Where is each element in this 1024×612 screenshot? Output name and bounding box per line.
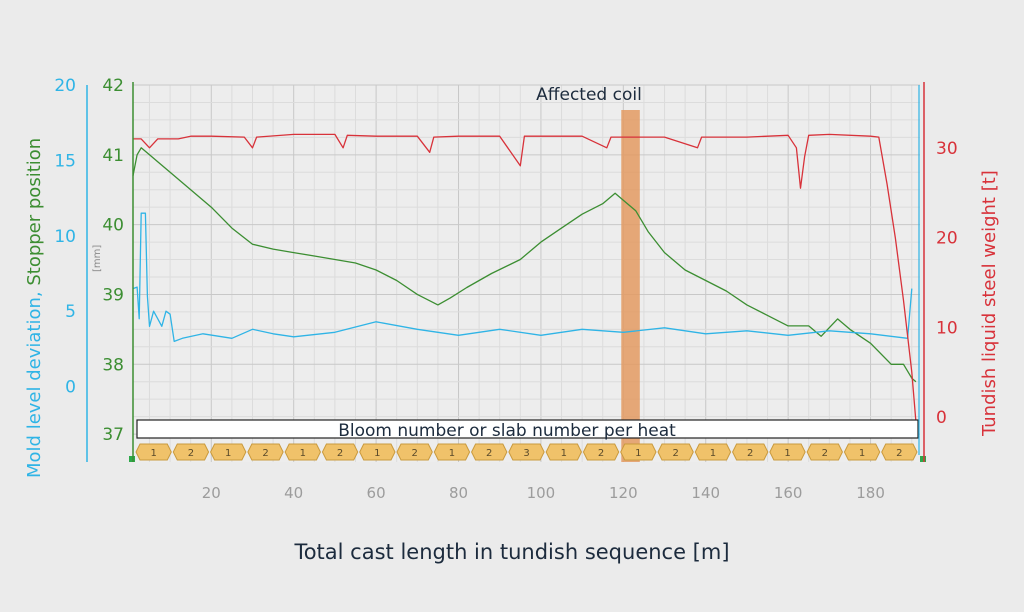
heat-segment-label: 1 [150,448,156,459]
left-outer-tick-label: 5 [65,302,76,322]
series-line-0 [132,147,917,383]
heat-segment [694,443,732,461]
heat-segment-label: 2 [598,448,604,459]
left-axis-title: Mold level deviation, Stopper position [24,138,45,478]
left-inner-tick-label: 39 [102,285,124,305]
mold-level-axis-title: Mold level deviation, [24,291,45,478]
heat-segment [657,443,694,461]
heat-segment [881,443,918,461]
heat-segment-label: 2 [672,448,678,459]
heat-segment-label: 1 [859,448,865,459]
heat-segment [843,443,881,461]
heat-segment [732,443,769,461]
x-axis-title: Total cast length in tundish sequence [m… [293,540,729,564]
heat-segment-label: 1 [635,448,641,459]
series-layer [132,133,917,422]
heat-segment-label: 2 [411,448,417,459]
plot-background [133,85,920,462]
left-outer-tick-label: 15 [54,151,76,171]
heat-segment-label: 2 [188,448,194,459]
heat-segment [620,443,657,461]
x-tick-label: 80 [449,484,468,502]
x-tick-label: 160 [774,484,803,502]
heat-segment-label: 1 [561,448,567,459]
right-axis-title: Tundish liquid steel weight [t] [979,170,1000,437]
x-tick-label: 180 [856,484,885,502]
heat-segment-label: 2 [822,448,828,459]
left-outer-tick-label: 0 [65,378,76,398]
x-tick-label: 120 [609,484,638,502]
heat-segment [210,443,247,461]
unit-label: [mm] [92,245,103,272]
heat-segment-label: 1 [449,448,455,459]
heat-segment [396,443,433,461]
heat-band: Bloom number or slab number per heat 1 2 1 2… [129,419,926,462]
left-outer-tick-label: 10 [54,227,76,247]
axes-layer: 20 40 60 80 100 120 140 160 18005101520373839404… [54,76,957,502]
series-line-2 [133,133,917,422]
heat-segment-label: 1 [374,448,380,459]
stopper-axis-title: Stopper position [24,138,45,292]
left-inner-tick-label: 38 [102,355,124,375]
heat-segment [433,443,471,461]
heat-segment [545,443,582,461]
heat-segment-label: 2 [337,448,343,459]
band-start-marker [129,456,135,462]
band-label: Bloom number or slab number per heat [338,421,676,441]
left-inner-tick-label: 41 [102,146,124,166]
heat-segment [582,443,620,461]
x-tick-label: 60 [367,484,386,502]
right-tick-label: 20 [936,229,958,249]
left-inner-tick-label: 42 [102,76,124,96]
heat-segment [247,443,284,461]
heat-segment-label: 2 [486,448,492,459]
labels-layer: Mold level deviation, Stopper position [m… [24,85,1000,564]
heat-segment [172,443,210,461]
heat-segment-label: 1 [225,448,231,459]
left-inner-tick-label: 37 [102,425,124,445]
heat-segment [471,443,508,461]
right-tick-label: 10 [936,318,958,338]
right-tick-label: 0 [936,408,947,428]
left-outer-tick-label: 20 [54,76,76,96]
heat-segment [806,443,843,461]
band-box [136,419,919,439]
right-tick-label: 30 [936,139,958,159]
x-tick-label: 20 [202,484,221,502]
heat-segment-label: 1 [710,448,716,459]
x-tick-label: 140 [691,484,720,502]
heat-segment-label: 2 [896,448,902,459]
heat-segment [508,443,545,461]
heat-segment [284,443,321,461]
heat-segment [135,443,172,461]
heat-segment-label: 1 [300,448,306,459]
affected-coil-bar [621,110,640,462]
heat-segment [321,443,359,461]
grid [133,84,920,462]
heat-segment-label: 2 [262,448,268,459]
heat-segment-label: 3 [523,448,529,459]
heat-segment [359,443,396,461]
x-tick-label: 100 [527,484,556,502]
affected-coil-highlight [621,110,640,462]
series-line-1 [132,212,913,343]
band-end-marker [920,456,926,462]
heat-segment [769,443,806,461]
heat-segment-label: 1 [784,448,790,459]
left-inner-tick-label: 40 [102,216,124,236]
x-tick-label: 40 [284,484,303,502]
affected-coil-annotation: Affected coil [536,85,642,105]
heat-segment-label: 2 [747,448,753,459]
